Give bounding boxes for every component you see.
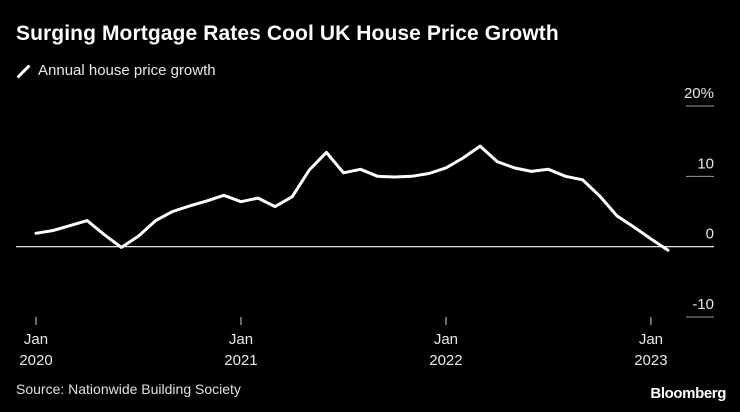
x-tick-label-month: Jan — [24, 331, 48, 348]
y-axis-tick-labels: 20% 10 0 -10 — [684, 85, 714, 313]
gridlines — [16, 105, 714, 318]
x-tick-label-month: Jan — [434, 331, 458, 348]
y-tick-label: 10 — [697, 155, 714, 172]
source-note: Source: Nationwide Building Society — [16, 381, 241, 397]
series-layer — [34, 144, 670, 252]
chart-title: Surging Mortgage Rates Cool UK House Pri… — [16, 22, 559, 45]
x-tick-label-month: Jan — [229, 331, 253, 348]
series-line-annual-house-price-growth — [34, 144, 670, 252]
x-tick-label-year: 2022 — [429, 352, 462, 369]
x-axis-ticks: Jan 2020 Jan 2021 Jan 2022 Jan 2023 — [19, 317, 668, 369]
y-tick-label: 20% — [684, 85, 714, 102]
bloomberg-logo: Bloomberg — [650, 385, 726, 402]
x-tick-label-year: 2021 — [224, 352, 257, 369]
y-tick-label: 0 — [706, 226, 714, 243]
x-tick-label-year: 2023 — [634, 352, 667, 369]
y-tick-label: -10 — [692, 296, 714, 313]
x-tick-label-month: Jan — [639, 331, 663, 348]
x-tick-label-year: 2020 — [19, 352, 52, 369]
legend: Annual house price growth — [16, 62, 216, 79]
legend-label: Annual house price growth — [38, 62, 216, 79]
